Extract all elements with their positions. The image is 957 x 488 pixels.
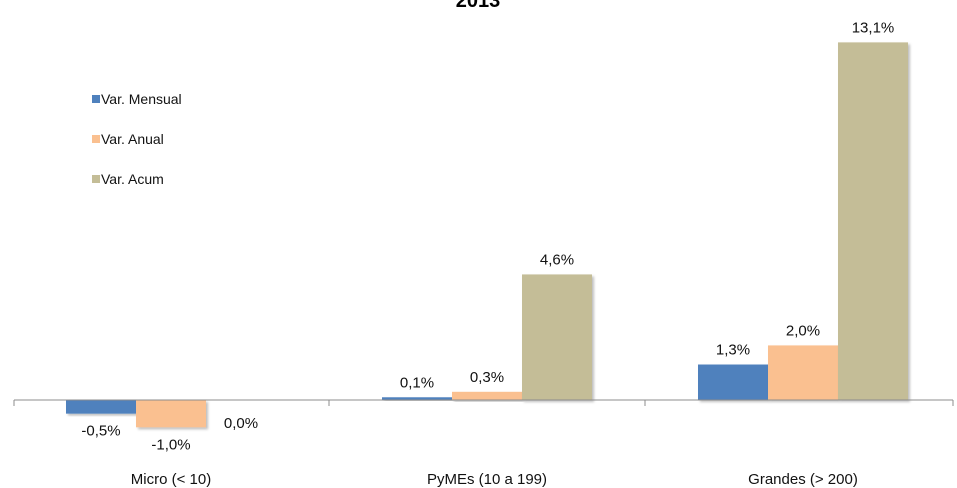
category-label-1: Micro (< 10) bbox=[131, 471, 211, 488]
legend-label-var-mensual: Var. Mensual bbox=[101, 91, 182, 107]
bar-var-acum-3 bbox=[838, 42, 908, 401]
bar-var-mensual-3 bbox=[698, 364, 768, 400]
data-label-var-anual-2: 0,3% bbox=[470, 369, 504, 386]
bar-var-mensual-2 bbox=[382, 397, 452, 400]
data-label-var-acum-2: 4,6% bbox=[540, 251, 574, 268]
data-label-var-mensual-3: 1,3% bbox=[716, 342, 750, 359]
data-label-var-acum-3: 13,1% bbox=[852, 19, 895, 36]
data-label-var-mensual-1: -0,5% bbox=[81, 423, 120, 440]
bar-var-acum-2 bbox=[522, 274, 592, 400]
data-label-var-acum-1: 0,0% bbox=[224, 415, 258, 432]
bar-var-mensual-1 bbox=[66, 400, 136, 414]
data-label-var-anual-1: -1,0% bbox=[151, 436, 190, 453]
category-label-2: PyMEs (10 a 199) bbox=[427, 471, 547, 488]
bar-var-anual-1 bbox=[136, 400, 206, 428]
data-label-var-anual-3: 2,0% bbox=[786, 322, 820, 339]
legend-swatch-var-anual bbox=[92, 135, 100, 143]
legend-swatch-var-acum bbox=[92, 175, 100, 183]
category-label-3: Grandes (> 200) bbox=[748, 471, 858, 488]
legend-label-var-acum: Var. Acum bbox=[101, 171, 164, 187]
legend-swatch-var-mensual bbox=[92, 95, 100, 103]
bar-var-anual-3 bbox=[768, 345, 838, 400]
legend-label-var-anual: Var. Anual bbox=[101, 131, 164, 147]
bar-var-anual-2 bbox=[452, 391, 522, 400]
data-label-var-mensual-2: 0,1% bbox=[400, 374, 434, 391]
chart-title: 2013 bbox=[456, 0, 501, 12]
